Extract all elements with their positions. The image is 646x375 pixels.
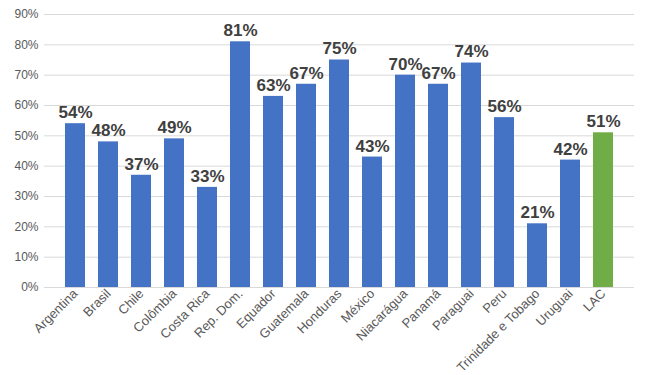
svg-text:Uruguai: Uruguai bbox=[533, 286, 576, 329]
svg-text:10%: 10% bbox=[14, 250, 38, 264]
svg-text:Panamá: Panamá bbox=[398, 286, 444, 331]
svg-text:81%: 81% bbox=[223, 21, 257, 40]
svg-text:21%: 21% bbox=[520, 203, 554, 222]
svg-text:42%: 42% bbox=[553, 140, 587, 159]
svg-text:74%: 74% bbox=[454, 42, 488, 61]
svg-text:56%: 56% bbox=[487, 97, 521, 116]
svg-text:51%: 51% bbox=[586, 112, 620, 131]
svg-text:48%: 48% bbox=[91, 121, 125, 140]
svg-text:20%: 20% bbox=[14, 220, 38, 234]
svg-text:Brasil: Brasil bbox=[80, 286, 114, 320]
svg-text:Colômbia: Colômbia bbox=[130, 286, 180, 336]
svg-text:Trinidade e Tobago: Trinidade e Tobago bbox=[454, 286, 543, 375]
svg-text:70%: 70% bbox=[14, 68, 38, 82]
svg-text:Rep. Dom.: Rep. Dom. bbox=[191, 286, 246, 341]
svg-text:75%: 75% bbox=[322, 39, 356, 58]
svg-text:30%: 30% bbox=[14, 189, 38, 203]
svg-text:80%: 80% bbox=[14, 38, 38, 52]
svg-text:37%: 37% bbox=[124, 155, 158, 174]
svg-text:Honduras: Honduras bbox=[294, 286, 345, 337]
svg-text:60%: 60% bbox=[14, 98, 38, 112]
svg-text:México: México bbox=[337, 286, 378, 326]
svg-text:Costa Rica: Costa Rica bbox=[157, 286, 213, 342]
svg-text:54%: 54% bbox=[58, 103, 92, 122]
svg-text:Chile: Chile bbox=[115, 286, 147, 318]
svg-text:90%: 90% bbox=[14, 7, 38, 21]
svg-text:Paraguai: Paraguai bbox=[429, 286, 476, 333]
svg-text:43%: 43% bbox=[355, 137, 389, 156]
svg-text:50%: 50% bbox=[14, 129, 38, 143]
svg-text:67%: 67% bbox=[421, 64, 455, 83]
svg-text:67%: 67% bbox=[289, 64, 323, 83]
svg-text:0%: 0% bbox=[21, 280, 39, 294]
svg-text:Guatemala: Guatemala bbox=[256, 286, 312, 342]
svg-text:49%: 49% bbox=[157, 118, 191, 137]
svg-text:40%: 40% bbox=[14, 159, 38, 173]
svg-text:LAC: LAC bbox=[580, 286, 608, 314]
svg-text:63%: 63% bbox=[256, 76, 290, 95]
svg-text:Peru: Peru bbox=[479, 286, 510, 316]
svg-text:Equador: Equador bbox=[233, 286, 279, 332]
svg-text:Niacarágua: Niacarágua bbox=[353, 285, 411, 343]
svg-text:Argentina: Argentina bbox=[31, 285, 82, 336]
svg-text:33%: 33% bbox=[190, 167, 224, 186]
svg-text:70%: 70% bbox=[388, 55, 422, 74]
